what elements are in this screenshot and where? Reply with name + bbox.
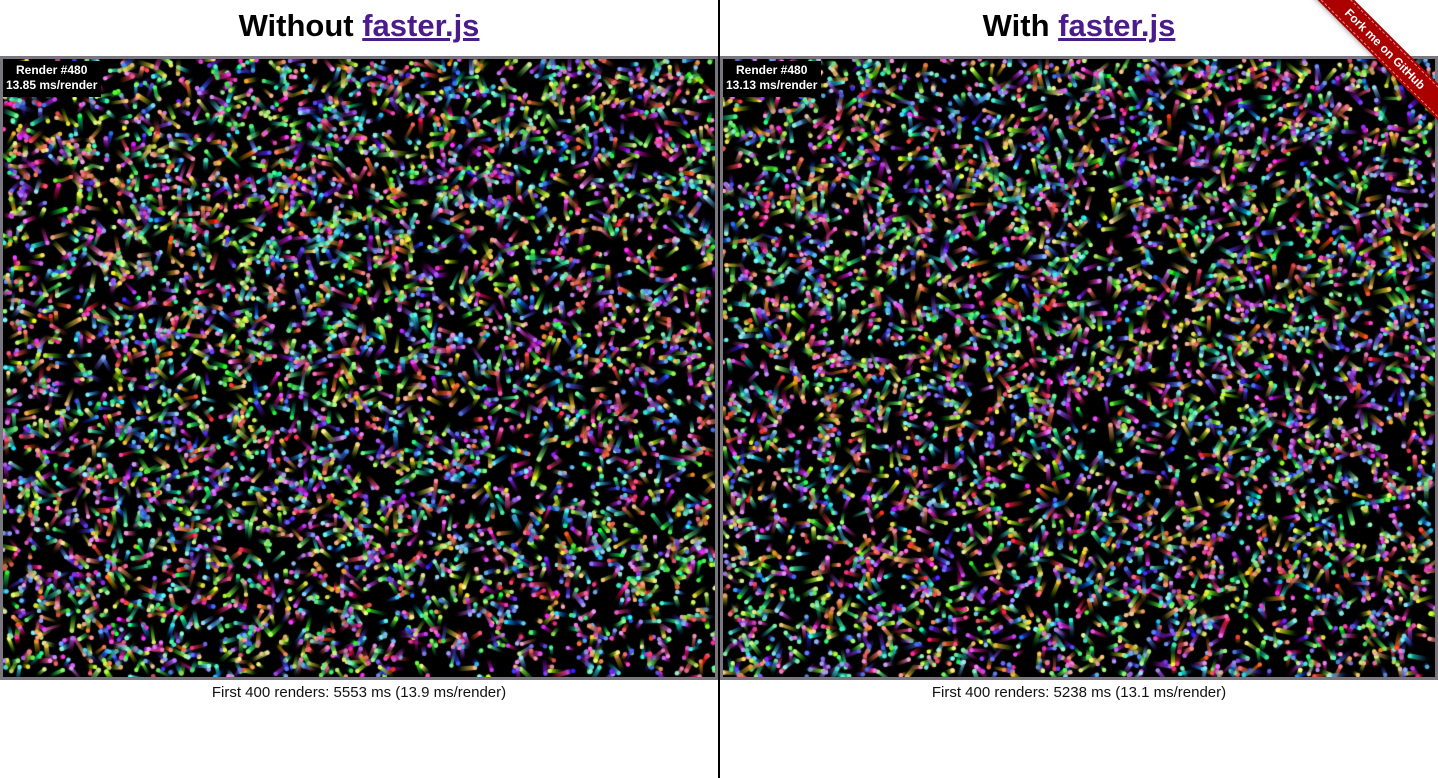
fork-me-on-github-ribbon[interactable]: Fork me on GitHub (1310, 0, 1438, 124)
render-stats: Render #480 13.85 ms/render (3, 61, 102, 97)
pane-without-fasterjs: Without faster.js Render #480 13.85 ms/r… (0, 0, 718, 778)
pane-with-fasterjs: With faster.js Render #480 13.13 ms/rend… (720, 0, 1438, 778)
pane-heading: With faster.js (720, 6, 1438, 46)
particle-canvas (3, 59, 715, 677)
particle-canvas-frame: Render #480 13.85 ms/render (0, 56, 718, 680)
render-time: 13.85 ms/render (6, 78, 98, 92)
github-ribbon-container: Fork me on GitHub (1288, 0, 1438, 150)
heading-prefix: With (982, 8, 1059, 43)
render-summary: First 400 renders: 5553 ms (13.9 ms/rend… (211, 684, 507, 701)
render-stats: Render #480 13.13 ms/render (723, 61, 822, 97)
pane-divider (718, 0, 720, 778)
heading-prefix: Without (238, 8, 363, 43)
render-counter: Render #480 (736, 63, 808, 77)
fasterjs-link[interactable]: faster.js (362, 8, 480, 43)
render-time: 13.13 ms/render (726, 78, 818, 92)
particle-canvas-frame: Render #480 13.13 ms/render (720, 56, 1438, 680)
particle-canvas (723, 59, 1435, 677)
fasterjs-link[interactable]: faster.js (1058, 8, 1176, 43)
pane-heading: Without faster.js (0, 6, 718, 46)
render-summary: First 400 renders: 5238 ms (13.1 ms/rend… (931, 684, 1227, 701)
render-counter: Render #480 (16, 63, 88, 77)
